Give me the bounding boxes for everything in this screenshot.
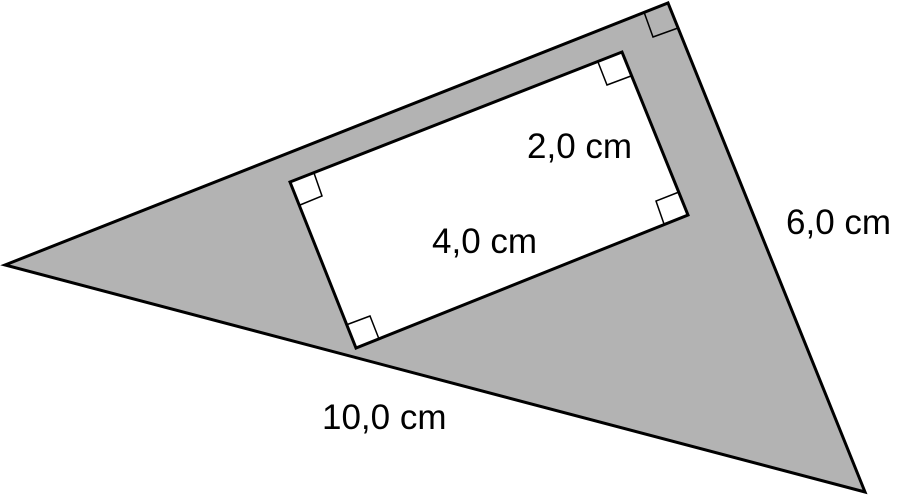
label-rect-long-side: 4,0 cm: [432, 222, 538, 261]
rect-corner-marker-bottom-right: [655, 191, 680, 225]
label-rect-short-side: 2,0 cm: [527, 127, 633, 166]
inner-rectangle: [288, 50, 690, 350]
label-hypotenuse: 10,0 cm: [322, 398, 447, 437]
label-right-leg: 6,0 cm: [786, 203, 892, 242]
rect-corner-marker-top-right: [597, 61, 632, 86]
rect-corner-marker-top-left: [299, 172, 323, 206]
rect-corner-marker-bottom-left: [345, 315, 380, 340]
triangle-right-angle-marker: [643, 11, 679, 38]
